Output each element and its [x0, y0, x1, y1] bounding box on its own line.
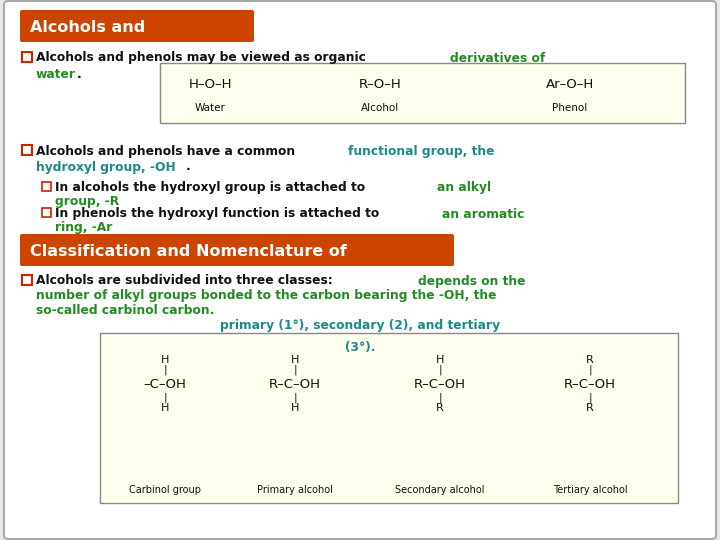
- Bar: [42, 208, 51, 217]
- Text: R–C–OH: R–C–OH: [269, 379, 321, 392]
- Text: Alcohols and phenols may be viewed as organic: Alcohols and phenols may be viewed as or…: [36, 51, 370, 64]
- Text: an alkyl: an alkyl: [437, 180, 491, 193]
- Text: R: R: [436, 403, 444, 413]
- FancyBboxPatch shape: [4, 1, 716, 539]
- Text: (3°).: (3°).: [345, 341, 375, 354]
- Bar: [160, 63, 685, 123]
- Text: In phenols the hydroxyl function is attached to: In phenols the hydroxyl function is atta…: [55, 207, 384, 220]
- Text: water: water: [36, 68, 76, 80]
- Bar: [42, 182, 51, 191]
- Text: Ar–O–H: Ar–O–H: [546, 78, 594, 91]
- Text: Carbinol group: Carbinol group: [129, 485, 201, 495]
- FancyBboxPatch shape: [20, 10, 254, 42]
- Text: Alcohols and: Alcohols and: [30, 21, 145, 36]
- Text: H: H: [291, 355, 300, 365]
- Text: group, -R: group, -R: [55, 194, 119, 207]
- Bar: [22, 145, 32, 155]
- Text: R–O–H: R–O–H: [359, 78, 401, 91]
- Text: Alcohol: Alcohol: [361, 103, 399, 113]
- Text: Phenol: Phenol: [552, 103, 588, 113]
- Text: –C–OH: –C–OH: [143, 379, 186, 392]
- Text: |: |: [438, 364, 442, 375]
- Text: Tertiary alcohol: Tertiary alcohol: [553, 485, 627, 495]
- Text: functional group, the: functional group, the: [348, 145, 495, 158]
- Text: derivatives of: derivatives of: [450, 51, 545, 64]
- FancyBboxPatch shape: [20, 234, 454, 266]
- Text: primary (1°), secondary (2), and tertiary: primary (1°), secondary (2), and tertiar…: [220, 320, 500, 333]
- Text: number of alkyl groups bonded to the carbon bearing the -OH, the: number of alkyl groups bonded to the car…: [36, 289, 497, 302]
- Text: Alcohols and phenols have a common: Alcohols and phenols have a common: [36, 145, 300, 158]
- Text: |: |: [438, 393, 442, 403]
- Text: Primary alcohol: Primary alcohol: [257, 485, 333, 495]
- Text: H–O–H: H–O–H: [188, 78, 232, 91]
- Text: |: |: [588, 393, 592, 403]
- Text: |: |: [293, 364, 297, 375]
- Bar: [22, 52, 32, 62]
- Text: In alcohols the hydroxyl group is attached to: In alcohols the hydroxyl group is attach…: [55, 180, 369, 193]
- Text: so-called carbinol carbon.: so-called carbinol carbon.: [36, 305, 215, 318]
- Text: R: R: [586, 403, 594, 413]
- Text: .: .: [77, 68, 82, 80]
- Text: depends on the: depends on the: [418, 274, 526, 287]
- Text: Water: Water: [194, 103, 225, 113]
- Text: |: |: [163, 393, 167, 403]
- Text: Classification and Nomenclature of: Classification and Nomenclature of: [30, 245, 347, 260]
- Text: |: |: [588, 364, 592, 375]
- Text: Secondary alcohol: Secondary alcohol: [395, 485, 485, 495]
- Text: an aromatic: an aromatic: [442, 207, 524, 220]
- Text: R–C–OH: R–C–OH: [564, 379, 616, 392]
- Text: H: H: [291, 403, 300, 413]
- Text: R–C–OH: R–C–OH: [414, 379, 466, 392]
- Text: ring, -Ar: ring, -Ar: [55, 221, 112, 234]
- Bar: [100, 333, 678, 503]
- Text: Alcohols are subdivided into three classes:: Alcohols are subdivided into three class…: [36, 274, 337, 287]
- Text: H: H: [436, 355, 444, 365]
- Text: .: .: [186, 160, 191, 173]
- Bar: [22, 275, 32, 285]
- Text: hydroxyl group, -OH: hydroxyl group, -OH: [36, 160, 176, 173]
- Text: |: |: [293, 393, 297, 403]
- Text: H: H: [161, 403, 169, 413]
- Text: H: H: [161, 355, 169, 365]
- Text: |: |: [163, 364, 167, 375]
- Text: R: R: [586, 355, 594, 365]
